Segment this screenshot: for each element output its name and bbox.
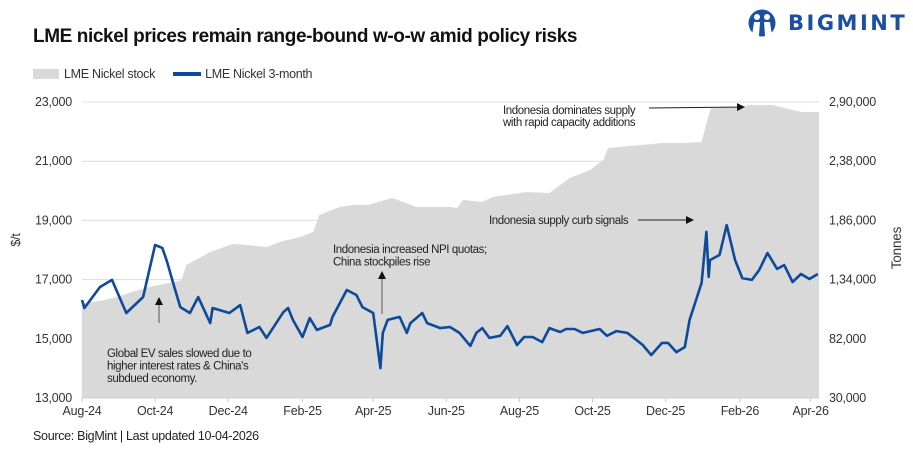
- logo-text: BIGMINT: [788, 11, 908, 35]
- legend-item-price: LME Nickel 3-month: [173, 67, 313, 81]
- annotation-text: higher interest rates & China's: [107, 361, 249, 373]
- x-tick-label: Oct-24: [137, 404, 174, 418]
- y-tick-label: 17,000: [35, 273, 72, 287]
- y-tick-label: 21,000: [35, 154, 72, 168]
- stock-area: [82, 105, 819, 398]
- x-tick-label: Apr-26: [792, 404, 829, 418]
- annotation-text: with rapid capacity additions: [502, 117, 636, 129]
- legend-swatch-area: [33, 69, 59, 79]
- legend-label: LME Nickel 3-month: [205, 67, 313, 81]
- x-tick-label: Feb-25: [283, 404, 322, 418]
- x-tick-label: Jun-25: [428, 404, 465, 418]
- y-tick-label: 19,000: [35, 213, 72, 227]
- legend-item-stock: LME Nickel stock: [33, 67, 155, 81]
- x-tick-label: Aug-25: [500, 404, 539, 418]
- annotation-arrow: [648, 103, 745, 112]
- annotation-text: subdued economy.: [107, 373, 197, 385]
- y2-axis-label: Tonnes: [889, 226, 904, 269]
- y2-tick-label: 82,000: [829, 332, 866, 346]
- y2-tick-label: 1,34,000: [829, 273, 876, 287]
- y2-tick-label: 2,90,000: [829, 95, 876, 109]
- x-tick-label: Apr-25: [355, 404, 392, 418]
- x-tick-label: Aug-24: [62, 404, 101, 418]
- annotation-text: Global EV sales slowed due to: [107, 348, 251, 360]
- x-tick-label: Dec-24: [209, 404, 248, 418]
- annotation-text: China stockpiles rise: [333, 257, 430, 269]
- bigmint-logo: BIGMINT: [746, 8, 908, 38]
- chart-title: LME nickel prices remain range-bound w-o…: [33, 26, 578, 47]
- y-tick-label: 13,000: [35, 391, 72, 405]
- y-tick-label: 23,000: [35, 95, 72, 109]
- x-tick-label: Feb-26: [721, 404, 760, 418]
- legend-label: LME Nickel stock: [64, 67, 156, 81]
- x-tick-label: Dec-25: [646, 404, 685, 418]
- legend: LME Nickel stock LME Nickel 3-month: [33, 67, 330, 81]
- y-axis-label: $/t: [9, 233, 23, 247]
- y2-tick-label: 1,86,000: [829, 213, 876, 227]
- x-tick-label: Oct-25: [574, 404, 611, 418]
- bigmint-people-icon: [748, 9, 776, 37]
- price-line: [80, 223, 819, 370]
- source-note: Source: BigMint | Last updated 10-04-202…: [33, 429, 259, 443]
- annotation-text: Indonesia dominates supply: [503, 105, 636, 117]
- annotation-text: Indonesia supply curb signals: [489, 215, 629, 227]
- y2-tick-label: 30,000: [829, 391, 866, 405]
- y-tick-label: 15,000: [35, 332, 72, 346]
- legend-swatch-line: [173, 72, 202, 76]
- y2-tick-label: 2,38,000: [829, 154, 876, 168]
- annotation-text: Indonesia increased NPI quotas;: [333, 244, 487, 256]
